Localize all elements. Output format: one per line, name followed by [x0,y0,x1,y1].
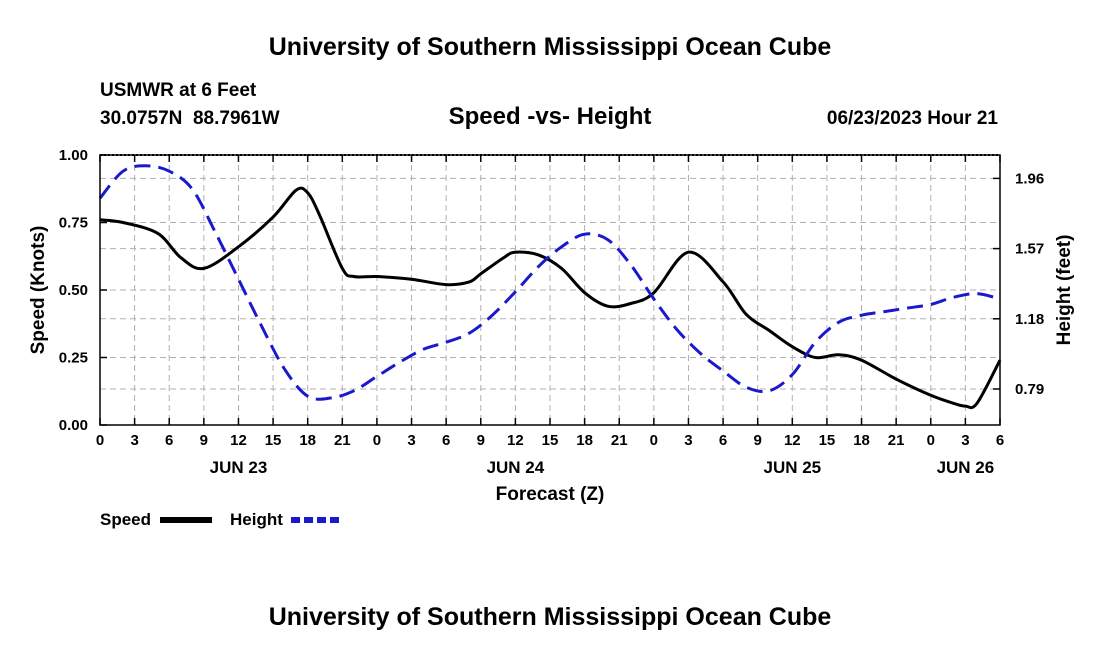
y-axis-label: Speed (Knots) [28,226,49,355]
y-tick-label: 1.00 [59,147,88,164]
x-tick-label: 21 [611,432,628,449]
x-tick-label: 6 [996,432,1004,449]
x-tick-label: 3 [961,432,969,449]
tick-labels: 0 3 6 9 12 15 18 21 0 3 6 9 12 15 18 21 0 3 6 9 12 15 18 21 0 3 6J… [59,147,1044,477]
x-tick-label: 21 [334,432,351,449]
day-label: JUN 24 [487,458,545,477]
axes [99,154,1001,426]
x-tick-label: 3 [684,432,692,449]
x-tick-label: 18 [576,432,593,449]
y2-tick-label: 1.57 [1015,241,1044,258]
x-tick-label: 6 [165,432,173,449]
x-tick-label: 0 [96,432,104,449]
x-tick-label: 12 [784,432,801,449]
x-tick-label: 6 [442,432,450,449]
legend: Speed Height [100,510,343,529]
x-tick-label: 0 [373,432,381,449]
station-coords: 30.0757N 88.7961W [100,108,280,129]
y-tick-label: 0.25 [59,350,88,367]
x-tick-label: 21 [888,432,905,449]
y2-tick-label: 1.96 [1015,170,1044,187]
series-group [98,164,1002,410]
forecast-datetime: 06/23/2023 Hour 21 [827,108,999,129]
y-tick-label: 0.50 [59,282,88,299]
x-tick-label: 6 [719,432,727,449]
page-title-top: University of Southern Mississippi Ocean… [269,33,832,61]
chart-title: Speed -vs- Height [449,103,652,130]
x-tick-label: 18 [853,432,870,449]
y2-tick-label: 1.18 [1015,311,1044,328]
x-tick-label: 0 [650,432,658,449]
series-line-speed [99,186,1002,410]
x-tick-label: 9 [200,432,208,449]
x-tick-label: 3 [407,432,415,449]
station-name: USMWR at 6 Feet [100,80,257,101]
grid [100,155,1000,425]
x-tick-label: 15 [265,432,282,449]
x-tick-label: 18 [299,432,316,449]
y2-axis-label: Height (feet) [1054,235,1075,346]
x-tick-label: 9 [477,432,485,449]
x-tick-label: 12 [507,432,524,449]
page-title-bottom: University of Southern Mississippi Ocean… [269,603,832,631]
x-tick-label: 9 [754,432,762,449]
legend-height-label: Height [230,510,283,529]
x-tick-label: 12 [230,432,247,449]
series-line-height [98,164,1001,401]
y2-tick-label: 0.79 [1015,381,1044,398]
x-tick-label: 3 [130,432,138,449]
x-tick-label: 15 [819,432,836,449]
x-axis-label: Forecast (Z) [496,484,605,505]
day-label: JUN 23 [210,458,268,477]
y-tick-label: 0.00 [59,417,88,434]
y-tick-label: 0.75 [59,215,88,232]
x-tick-label: 0 [927,432,935,449]
x-tick-label: 15 [542,432,559,449]
legend-speed-label: Speed [100,510,151,529]
day-label: JUN 25 [763,458,821,477]
day-label: JUN 26 [937,458,995,477]
